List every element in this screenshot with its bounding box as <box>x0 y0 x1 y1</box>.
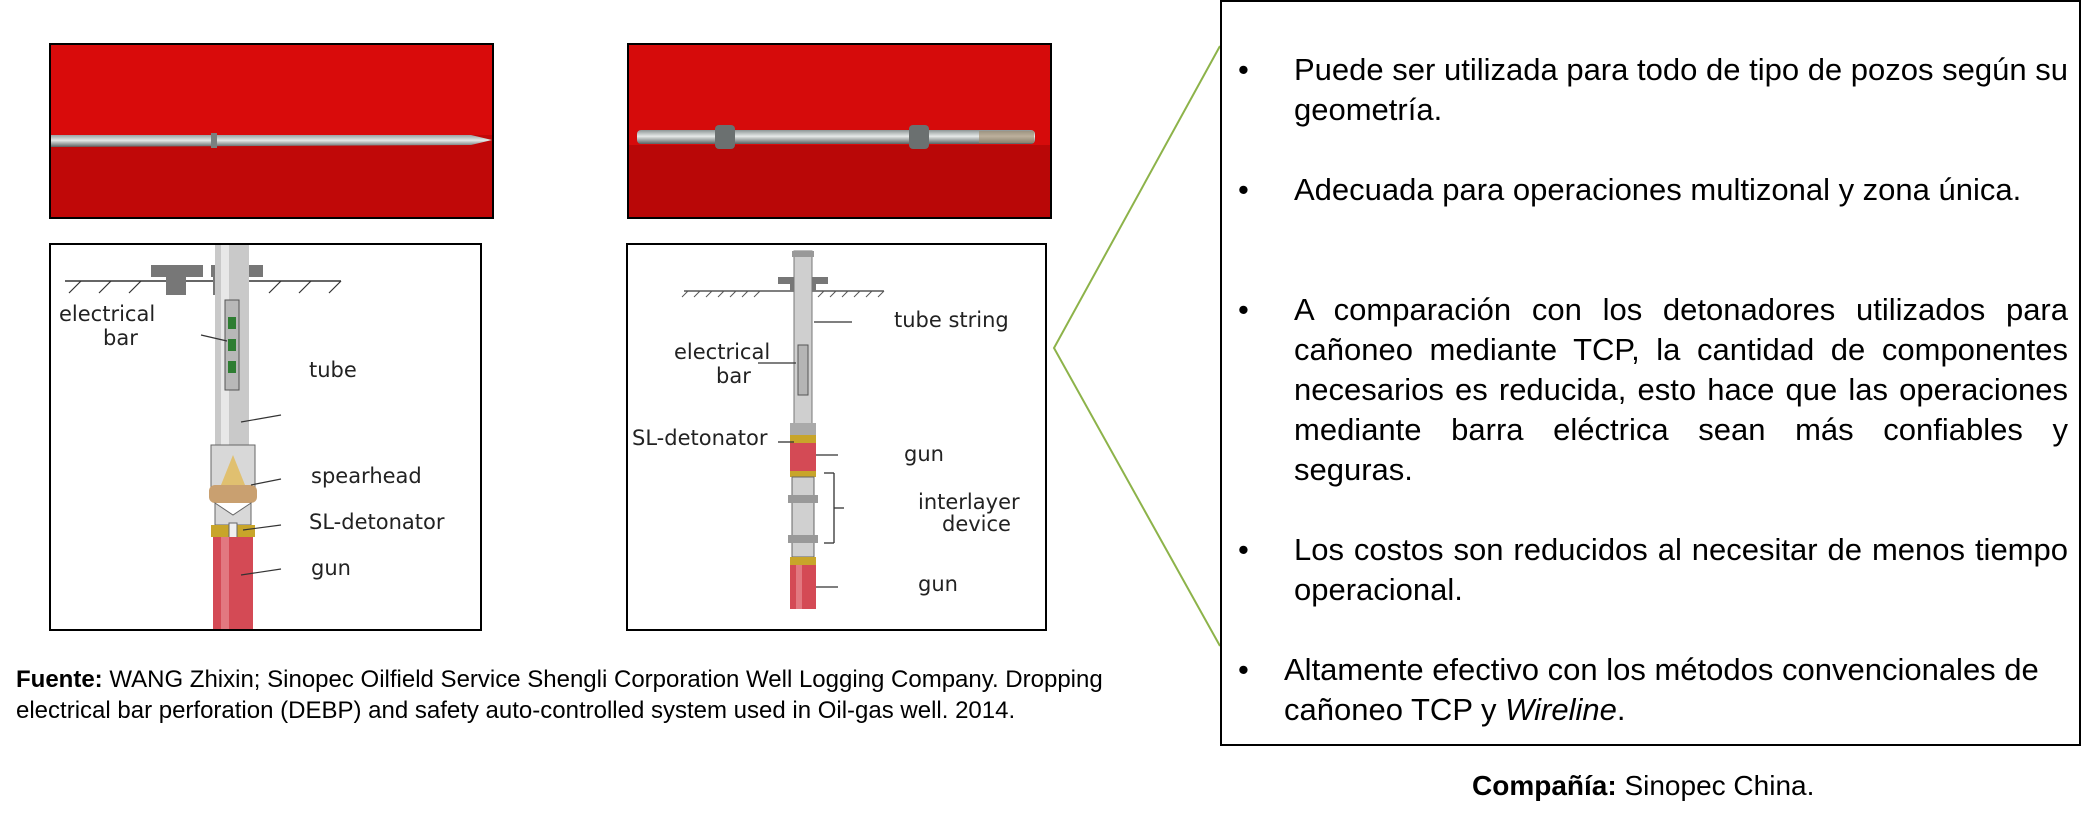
source-citation: Fuente: WANG Zhixin; Sinopec Oilfield Se… <box>16 664 1176 726</box>
source-label: Fuente: <box>16 666 103 693</box>
bullet-text: Adecuada para operaciones multizonal y z… <box>1294 172 2022 207</box>
bullet-marker: • <box>1238 652 1249 687</box>
label-sl-detonator: SL-detonator <box>632 426 768 450</box>
electrical-bar-photo-1 <box>49 43 494 219</box>
label-tube-string: tube string <box>894 308 1009 332</box>
bullet-marker: • <box>1238 52 1249 87</box>
label-tube: tube <box>309 358 357 382</box>
bullet-text: Puede ser utilizada para todo de tipo de… <box>1294 52 2068 127</box>
label-device: device <box>942 512 1011 536</box>
bullet-marker: • <box>1238 292 1249 327</box>
electrical-bar-photo-2 <box>627 43 1052 219</box>
well-diagram-right: tube string electrical bar SL-detonator … <box>626 243 1047 631</box>
bullet-text: Los costos son reducidos al necesitar de… <box>1294 532 2068 607</box>
bullet-marker: • <box>1238 172 1249 207</box>
label-gun-bottom: gun <box>918 572 958 596</box>
label-sl-detonator: SL-detonator <box>309 510 445 534</box>
label-bar: bar <box>103 326 138 350</box>
label-electrical: electrical <box>674 340 770 364</box>
well-diagram-left: electrical bar tube spearhead SL-detonat… <box>49 243 482 631</box>
bullet-text: A comparación con los detonadores utiliz… <box>1294 292 2068 487</box>
label-bar: bar <box>716 364 751 388</box>
bullet-text-italic: Wireline <box>1505 692 1617 727</box>
bullet-text: Altamente efectivo con los métodos conve… <box>1284 650 2068 730</box>
bullet-text-plain: Altamente efectivo con los métodos conve… <box>1284 652 2039 727</box>
source-text: WANG Zhixin; Sinopec Oilfield Service Sh… <box>16 666 1103 724</box>
label-spearhead: spearhead <box>311 464 422 488</box>
company-line: Compañía: Sinopec China. <box>1472 770 1814 802</box>
company-text: Sinopec China. <box>1616 770 1815 801</box>
label-gun-top: gun <box>904 442 944 466</box>
features-textbox: • Puede ser utilizada para todo de tipo … <box>1220 0 2081 746</box>
label-gun: gun <box>311 556 351 580</box>
bullet-text-end: . <box>1616 692 1626 727</box>
company-label: Compañía: <box>1472 770 1617 801</box>
label-electrical: electrical <box>59 302 155 326</box>
bullet-marker: • <box>1238 532 1249 567</box>
label-interlayer: interlayer <box>918 490 1020 514</box>
